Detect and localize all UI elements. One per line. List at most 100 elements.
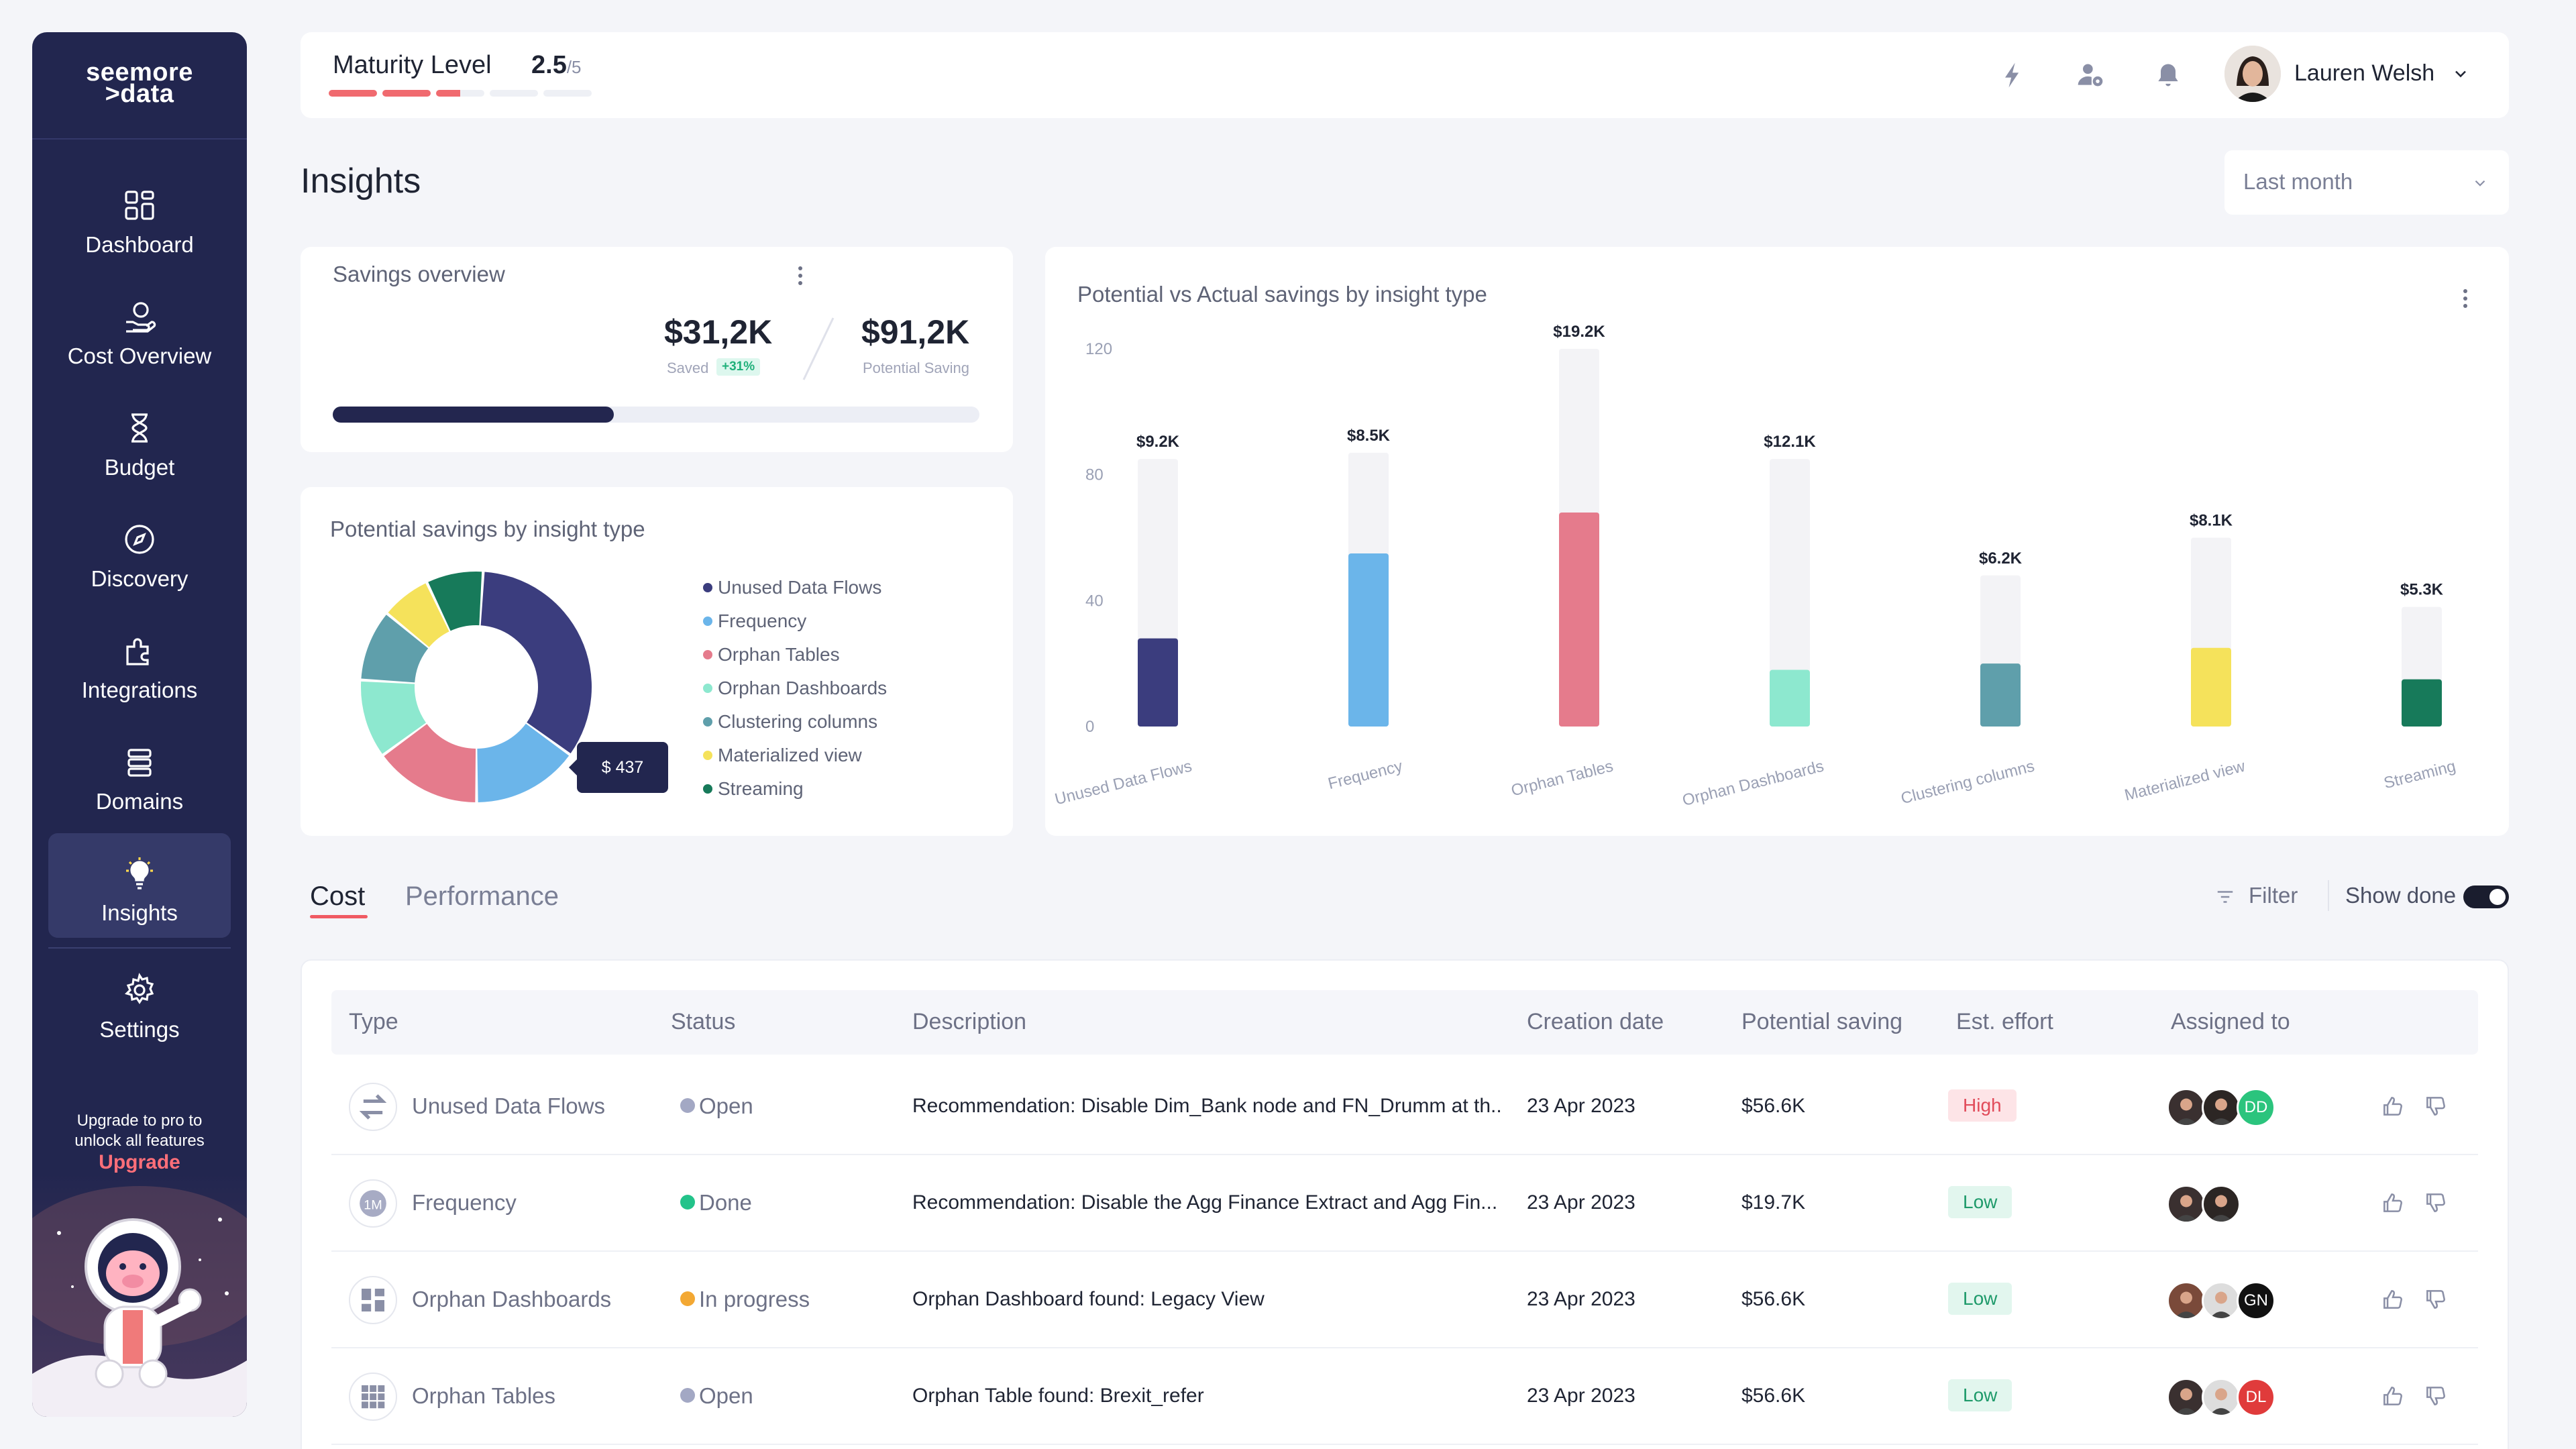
donut-slice-materialized-view[interactable] [388, 583, 449, 647]
thumbs-down-icon[interactable] [2423, 1287, 2449, 1312]
sidebar-item-label: Insights [101, 900, 178, 925]
description-cell[interactable]: Recommendation: Disable Dim_Bank node an… [912, 1095, 1502, 1117]
sidebar-item-settings[interactable]: Settings [48, 950, 231, 1055]
x-tick-label: Orphan Dashboards [1680, 757, 1825, 810]
upgrade-link[interactable]: Upgrade [99, 1151, 180, 1173]
status-cell: Done [680, 1190, 752, 1216]
filter-icon[interactable] [2215, 887, 2235, 907]
bar-actual[interactable] [1348, 553, 1389, 727]
thumbs-up-icon[interactable] [2380, 1383, 2406, 1409]
user-settings-icon[interactable] [2076, 60, 2105, 90]
legend-label: Materialized view [718, 745, 862, 765]
sidebar-item-insights[interactable]: Insights [48, 833, 231, 938]
thumbs-down-icon[interactable] [2423, 1383, 2449, 1409]
sidebar-item-integrations[interactable]: Integrations [48, 610, 231, 715]
avatar[interactable] [2167, 1185, 2206, 1224]
creation-date-cell: 23 Apr 2023 [1527, 1288, 1635, 1310]
header-potential-saving[interactable]: Potential saving [1741, 1009, 1903, 1034]
header-est-effort[interactable]: Est. effort [1956, 1009, 2053, 1034]
bar-actual[interactable] [2191, 647, 2231, 727]
sidebar-item-discovery[interactable]: Discovery [48, 499, 231, 604]
divider [32, 138, 247, 140]
header-assigned-to[interactable]: Assigned to [2171, 1009, 2290, 1034]
donut-tooltip: $ 437 [569, 742, 668, 793]
more-icon[interactable] [2462, 287, 2469, 311]
maturity-segment [436, 90, 484, 97]
bar-actual[interactable] [1770, 669, 1810, 727]
show-done-toggle[interactable] [2463, 885, 2509, 908]
donut-slice-streaming[interactable] [428, 572, 482, 631]
chevron-down-icon[interactable] [2451, 64, 2470, 83]
svg-text:1M: 1M [364, 1198, 382, 1213]
description-cell[interactable]: Orphan Dashboard found: Legacy View [912, 1288, 1265, 1310]
legend-label: Unused Data Flows [718, 577, 882, 598]
donut-slice-clustering-columns[interactable] [361, 614, 429, 683]
header-description[interactable]: Description [912, 1009, 1027, 1034]
header-status[interactable]: Status [671, 1009, 736, 1034]
thumbs-down-icon[interactable] [2423, 1190, 2449, 1216]
status-text: Open [699, 1093, 753, 1118]
donut-slice-orphan-tables[interactable] [384, 724, 476, 802]
tables-icon [349, 1373, 397, 1421]
avatar[interactable] [2202, 1281, 2241, 1320]
tab-performance[interactable]: Performance [405, 881, 559, 911]
avatar[interactable]: DL [2237, 1378, 2275, 1417]
legend-dot [703, 616, 712, 626]
description-cell[interactable]: Orphan Table found: Brexit_refer [912, 1385, 1204, 1407]
bar-actual[interactable] [1559, 512, 1599, 727]
user-name[interactable]: Lauren Welsh [2294, 60, 2435, 86]
donut-chart [361, 572, 592, 802]
maturity-value: 2.5/5 [531, 51, 582, 80]
more-icon[interactable] [797, 264, 804, 288]
savings-progress-bar [333, 407, 979, 423]
bar-actual[interactable] [1138, 638, 1178, 727]
potential-vs-actual-card: Potential vs Actual savings by insight t… [1045, 247, 2509, 836]
table-row[interactable]: Unused Data Flows Open Recommendation: D… [331, 1059, 2478, 1155]
avatar[interactable]: GN [2237, 1281, 2275, 1320]
brand-logo[interactable]: seemore >data [32, 60, 247, 107]
donut-slice-unused-data-flows[interactable] [480, 572, 592, 753]
thumbs-up-icon[interactable] [2380, 1287, 2406, 1312]
avatar[interactable] [2224, 46, 2281, 102]
cost-overview-icon [126, 302, 156, 333]
sidebar-item-dashboard[interactable]: Dashboard [48, 165, 231, 270]
bar-data-label: $19.2K [1553, 323, 1605, 341]
header-type[interactable]: Type [349, 1009, 398, 1034]
bar-actual[interactable] [2402, 679, 2442, 727]
bar-potential[interactable] [1770, 459, 1810, 727]
filter-button[interactable]: Filter [2249, 883, 2298, 908]
description-cell[interactable]: Recommendation: Disable the Agg Finance … [912, 1191, 1498, 1214]
donut-slice-orphan-dashboards[interactable] [361, 681, 427, 754]
sidebar-item-domains[interactable]: Domains [48, 722, 231, 826]
bar-data-label: $8.1K [2190, 512, 2233, 530]
sidebar-item-cost-overview[interactable]: Cost Overview [48, 276, 231, 381]
avatar[interactable] [2202, 1378, 2241, 1417]
period-select[interactable]: Last month [2224, 150, 2509, 215]
domains-icon [127, 749, 152, 777]
tab-cost[interactable]: Cost [310, 881, 366, 911]
bell-icon[interactable] [2153, 60, 2183, 90]
avatar[interactable] [2167, 1088, 2206, 1127]
donut-slice-frequency[interactable] [477, 723, 570, 802]
avatar[interactable] [2167, 1281, 2206, 1320]
thumbs-down-icon[interactable] [2423, 1093, 2449, 1119]
table-row[interactable]: Orphan Dashboards In progress Orphan Das… [331, 1252, 2478, 1348]
bar-data-label: $6.2K [1979, 549, 2023, 568]
table-row[interactable]: 1M Frequency Done Recommendation: Disabl… [331, 1155, 2478, 1252]
sidebar-item-label: Cost Overview [67, 343, 212, 368]
thumbs-up-icon[interactable] [2380, 1190, 2406, 1216]
header-creation-date[interactable]: Creation date [1527, 1009, 1664, 1034]
card-title: Savings overview [333, 262, 505, 286]
avatar[interactable] [2202, 1185, 2241, 1224]
lightning-icon[interactable] [1998, 60, 2027, 90]
thumbs-up-icon[interactable] [2380, 1093, 2406, 1119]
sidebar-item-label: Budget [104, 455, 175, 480]
avatar[interactable] [2167, 1378, 2206, 1417]
avatar[interactable]: DD [2237, 1088, 2275, 1127]
table-row[interactable]: Orphan Tables Open Orphan Table found: B… [331, 1348, 2478, 1445]
bar-actual[interactable] [1980, 663, 2021, 727]
show-done-label: Show done [2345, 883, 2457, 908]
legend-item: Materialized view [703, 745, 862, 766]
sidebar-item-budget[interactable]: Budget [48, 388, 231, 492]
avatar[interactable] [2202, 1088, 2241, 1127]
